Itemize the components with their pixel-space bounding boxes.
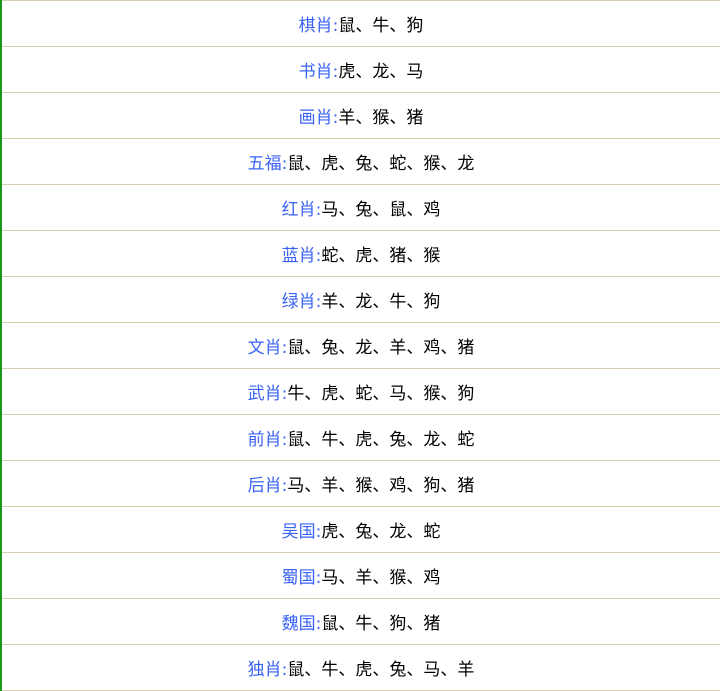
row-value: 鼠、牛、狗 bbox=[338, 16, 424, 36]
table-row: 蜀国: 马、羊、猴、鸡 bbox=[2, 552, 720, 598]
row-label: 书肖: bbox=[298, 62, 339, 82]
table-row: 武肖: 牛、虎、蛇、马、猴、狗 bbox=[2, 368, 720, 414]
table-row: 蓝肖: 蛇、虎、猪、猴 bbox=[2, 230, 720, 276]
table-row: 画肖: 羊、猴、猪 bbox=[2, 92, 720, 138]
row-value: 羊、龙、牛、狗 bbox=[321, 292, 441, 312]
row-value: 鼠、虎、兔、蛇、猴、龙 bbox=[287, 154, 475, 174]
row-label: 前肖: bbox=[247, 430, 288, 450]
row-label: 后肖: bbox=[247, 476, 288, 496]
row-label: 吴国: bbox=[281, 522, 322, 542]
table-row: 棋肖: 鼠、牛、狗 bbox=[2, 0, 720, 46]
row-value: 马、兔、鼠、鸡 bbox=[321, 200, 441, 220]
table-row: 前肖: 鼠、牛、虎、兔、龙、蛇 bbox=[2, 414, 720, 460]
table-row: 魏国: 鼠、牛、狗、猪 bbox=[2, 598, 720, 644]
row-value: 牛、虎、蛇、马、猴、狗 bbox=[287, 384, 475, 404]
row-label: 五福: bbox=[247, 154, 288, 174]
row-label: 蓝肖: bbox=[281, 246, 322, 266]
row-value: 羊、猴、猪 bbox=[338, 108, 424, 128]
row-value: 鼠、牛、虎、兔、马、羊 bbox=[287, 660, 475, 680]
row-label: 蜀国: bbox=[281, 568, 322, 588]
row-label: 武肖: bbox=[247, 384, 288, 404]
row-value: 马、羊、猴、鸡、狗、猪 bbox=[287, 476, 475, 496]
row-label: 红肖: bbox=[281, 200, 322, 220]
row-value: 马、羊、猴、鸡 bbox=[321, 568, 441, 588]
row-label: 独肖: bbox=[247, 660, 288, 680]
row-value: 虎、龙、马 bbox=[338, 62, 424, 82]
row-label: 画肖: bbox=[298, 108, 339, 128]
row-value: 鼠、牛、狗、猪 bbox=[321, 614, 441, 634]
table-row: 吴国: 虎、兔、龙、蛇 bbox=[2, 506, 720, 552]
row-label: 绿肖: bbox=[281, 292, 322, 312]
table-row: 文肖: 鼠、兔、龙、羊、鸡、猪 bbox=[2, 322, 720, 368]
table-row: 独肖: 鼠、牛、虎、兔、马、羊 bbox=[2, 644, 720, 691]
row-value: 鼠、牛、虎、兔、龙、蛇 bbox=[287, 430, 475, 450]
table-row: 红肖: 马、兔、鼠、鸡 bbox=[2, 184, 720, 230]
row-label: 文肖: bbox=[247, 338, 288, 358]
row-label: 棋肖: bbox=[298, 16, 339, 36]
table-row: 五福: 鼠、虎、兔、蛇、猴、龙 bbox=[2, 138, 720, 184]
row-label: 魏国: bbox=[281, 614, 322, 634]
row-value: 虎、兔、龙、蛇 bbox=[321, 522, 441, 542]
table-row: 后肖: 马、羊、猴、鸡、狗、猪 bbox=[2, 460, 720, 506]
row-value: 蛇、虎、猪、猴 bbox=[321, 246, 441, 266]
table-row: 绿肖: 羊、龙、牛、狗 bbox=[2, 276, 720, 322]
table-row: 书肖: 虎、龙、马 bbox=[2, 46, 720, 92]
row-value: 鼠、兔、龙、羊、鸡、猪 bbox=[287, 338, 475, 358]
